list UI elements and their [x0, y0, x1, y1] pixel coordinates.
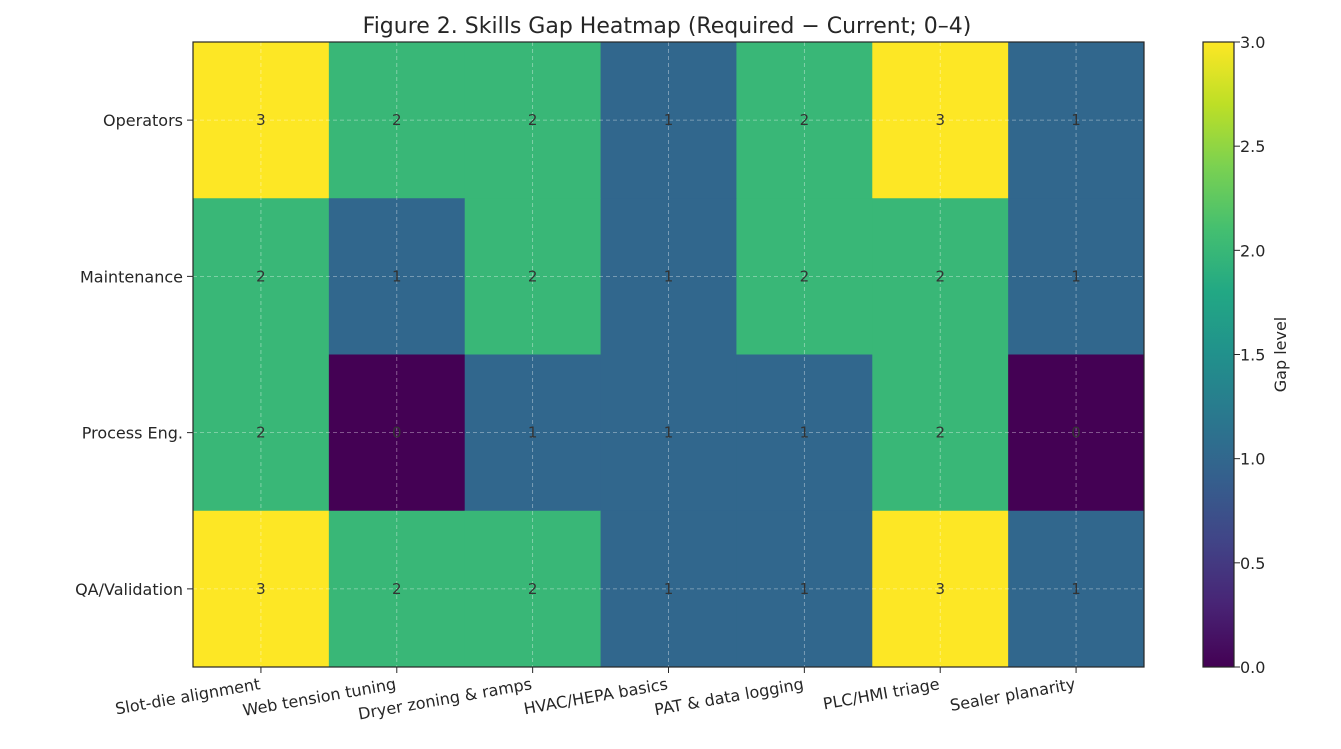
heatmap-cell	[600, 354, 737, 512]
cell-value-label: 2	[935, 424, 945, 442]
cell-value-label: 2	[528, 111, 538, 129]
cell-value-label: 3	[935, 580, 945, 598]
heatmap-cell	[464, 42, 602, 199]
cell-value-label: 1	[664, 111, 674, 129]
cell-value-label: 1	[664, 424, 674, 442]
cell-value-label: 1	[664, 267, 674, 285]
chart-title: Figure 2. Skills Gap Heatmap (Required −…	[363, 14, 972, 39]
heatmap-cell	[1008, 42, 1145, 199]
heatmap-cell	[600, 42, 737, 199]
heatmap-cell	[464, 510, 602, 668]
heatmap-cell	[193, 42, 330, 199]
heatmap-cell	[193, 354, 330, 512]
colorbar: 0.0 0.5 1.0 1.5 2.0 2.5 3.0 Gap level	[1202, 33, 1290, 677]
heatmap-cell	[193, 510, 330, 668]
cell-value-label: 2	[256, 267, 266, 285]
cell-value-label: 1	[1071, 267, 1081, 285]
x-tick-label: Sealer planarity	[949, 674, 1077, 715]
heatmap-cell	[328, 354, 466, 512]
cell-value-label: 1	[1071, 580, 1081, 598]
cell-value-label: 2	[256, 424, 266, 442]
colorbar-tick-label: 2.5	[1240, 137, 1265, 156]
heatmap-cell	[600, 198, 737, 355]
cell-value-label: 2	[392, 580, 402, 598]
heatmap-cell	[328, 198, 466, 355]
cell-value-label: 2	[392, 111, 402, 129]
cell-value-label: 1	[664, 580, 674, 598]
y-tick-label: Process Eng.	[82, 424, 183, 443]
heatmap-cell	[600, 510, 737, 668]
heatmap-cells	[193, 42, 1145, 668]
y-tick-label: Maintenance	[80, 267, 183, 286]
colorbar-label: Gap level	[1271, 317, 1290, 393]
heatmap-cell	[736, 198, 873, 355]
heatmap-cell	[1008, 510, 1145, 668]
heatmap-cell	[872, 510, 1009, 668]
cell-value-label: 2	[800, 267, 810, 285]
x-tick-label: PLC/HMI triage	[822, 674, 941, 713]
heatmap-cell	[736, 510, 873, 668]
grid-lines	[193, 42, 1144, 667]
cell-value-label: 3	[256, 580, 266, 598]
heatmap-cell	[1008, 198, 1145, 355]
cell-value-label: 3	[935, 111, 945, 129]
cell-value-labels: 3 2 2 1 2 3 1 2 1 2 1 2 2 1 2 0 1 1 1 2 0 3 2 2 1 1 3 1	[256, 111, 1081, 598]
heatmap-cell	[328, 510, 466, 668]
cell-value-label: 1	[800, 424, 810, 442]
heatmap-cell	[872, 354, 1009, 512]
colorbar-tick-label: 0.0	[1240, 658, 1265, 677]
y-tick-label: QA/Validation	[75, 580, 183, 599]
cell-value-label: 1	[528, 424, 538, 442]
heatmap-cell	[328, 42, 466, 199]
x-tick-label: HVAC/HEPA basics	[522, 674, 669, 718]
cell-value-label: 2	[528, 580, 538, 598]
colorbar-tick-label: 1.5	[1240, 346, 1265, 365]
heatmap-cell	[736, 354, 873, 512]
cell-value-label: 1	[392, 267, 402, 285]
cell-value-label: 3	[256, 111, 266, 129]
colorbar-tick-label: 1.0	[1240, 450, 1265, 469]
y-tick-label: Operators	[103, 111, 183, 130]
colorbar-tick-label: 0.5	[1240, 554, 1265, 573]
cell-value-label: 2	[935, 267, 945, 285]
colorbar-ticks: 0.0 0.5 1.0 1.5 2.0 2.5 3.0	[1234, 33, 1265, 677]
heatmap-cell	[464, 354, 602, 512]
x-tick-label: PAT & data logging	[653, 674, 805, 719]
heatmap-cell	[872, 198, 1009, 355]
colorbar-gradient	[1202, 41, 1235, 668]
heatmap-cell	[736, 42, 873, 199]
cell-value-label: 1	[800, 580, 810, 598]
heatmap-cell	[464, 198, 602, 355]
heatmap-cell	[193, 198, 330, 355]
x-tick-label: Slot-die alignment	[114, 674, 262, 718]
cell-value-label: 2	[800, 111, 810, 129]
heatmap-cell	[1008, 354, 1145, 512]
y-axis-ticks: Operators Maintenance Process Eng. QA/Valid…	[75, 111, 193, 599]
heatmap-cell	[872, 42, 1009, 199]
cell-value-label: 0	[1071, 424, 1081, 442]
colorbar-tick-label: 3.0	[1240, 33, 1265, 52]
cell-value-label: 1	[1071, 111, 1081, 129]
colorbar-tick-label: 2.0	[1240, 241, 1265, 260]
cell-value-label: 0	[392, 424, 402, 442]
cell-value-label: 2	[528, 267, 538, 285]
